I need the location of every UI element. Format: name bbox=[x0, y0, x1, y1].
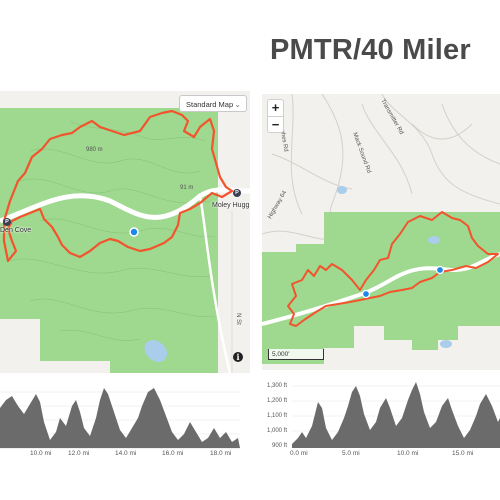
y-tick-label: 900 ft bbox=[272, 443, 288, 449]
location-marker bbox=[361, 289, 371, 299]
elevation-chart-right bbox=[292, 382, 500, 448]
map-left-canvas bbox=[0, 91, 250, 373]
map-right[interactable]: Transmitter Rd Hughes Rd Mack Sound Rd H… bbox=[262, 94, 500, 370]
map-left[interactable]: P P Den Cove Moley Hugg 980 m 91 m N St … bbox=[0, 91, 250, 373]
y-tick-label: 1,300 ft bbox=[267, 383, 288, 389]
parking-icon: P bbox=[233, 189, 241, 197]
map-style-label: Standard Map bbox=[186, 100, 234, 109]
road-label: N St bbox=[234, 313, 241, 325]
zoom-control: + − bbox=[267, 99, 284, 133]
x-tick-label: 16.0 mi bbox=[162, 450, 184, 457]
x-tick-label: 10.0 mi bbox=[397, 450, 419, 457]
y-tick-label: 1,000 ft bbox=[267, 428, 288, 434]
contour-label: 91 m bbox=[180, 185, 194, 191]
location-marker bbox=[435, 265, 445, 275]
map-right-canvas bbox=[262, 94, 500, 370]
elevation-area-left bbox=[0, 388, 240, 448]
route-line-left bbox=[2, 109, 234, 263]
x-tick-label: 18.0 mi bbox=[210, 450, 232, 457]
park-area bbox=[262, 212, 500, 364]
scale-bar: 5,000' bbox=[268, 349, 324, 360]
x-tick-label: 5.0 mi bbox=[342, 450, 360, 457]
page-title: PMTR/40 Miler bbox=[270, 34, 471, 66]
x-tick-label: 0.0 mi bbox=[290, 450, 308, 457]
elevation-area-right bbox=[292, 382, 500, 448]
elevation-profile-left[interactable]: 10.0 mi 12.0 mi 14.0 mi 16.0 mi 18.0 mi bbox=[0, 378, 248, 462]
contour-label: 980 m bbox=[86, 147, 103, 153]
place-label: Moley Hugg bbox=[212, 202, 250, 209]
location-marker bbox=[129, 227, 139, 237]
zoom-in-button[interactable]: + bbox=[268, 100, 283, 117]
zoom-out-button[interactable]: − bbox=[271, 117, 280, 132]
info-icon[interactable]: i bbox=[233, 352, 243, 362]
x-tick-label: 15.0 mi bbox=[452, 450, 474, 457]
place-label: Den Cove bbox=[0, 227, 32, 234]
lake bbox=[144, 340, 168, 363]
y-tick-label: 1,200 ft bbox=[267, 398, 288, 404]
x-tick-label: 14.0 mi bbox=[115, 450, 137, 457]
elevation-profile-right[interactable]: 1,300 ft 1,200 ft 1,100 ft 1,000 ft 900 … bbox=[262, 378, 500, 462]
x-tick-label: 10.0 mi bbox=[30, 450, 52, 457]
x-tick-label: 12.0 mi bbox=[68, 450, 90, 457]
elevation-chart-left bbox=[0, 388, 240, 449]
map-style-dropdown[interactable]: Standard Map ⌄ bbox=[179, 95, 247, 112]
y-tick-label: 1,100 ft bbox=[267, 413, 288, 419]
parking-icon: P bbox=[3, 218, 11, 226]
chevron-down-icon: ⌄ bbox=[234, 100, 241, 109]
route-line-right bbox=[287, 211, 499, 327]
